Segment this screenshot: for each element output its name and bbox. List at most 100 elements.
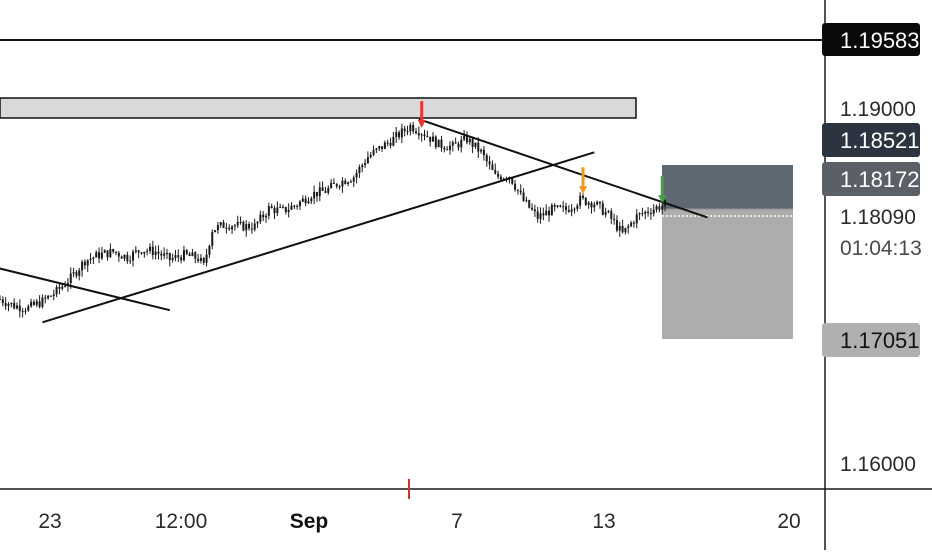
candle-body xyxy=(304,198,307,204)
candle-body xyxy=(163,253,166,256)
candle xyxy=(366,151,369,164)
candle-body xyxy=(474,142,477,147)
candle xyxy=(10,302,13,308)
candle xyxy=(151,240,154,260)
candle-body xyxy=(72,272,75,274)
signal-arrow-3[interactable] xyxy=(658,176,667,204)
candle xyxy=(75,270,78,279)
candle-body xyxy=(225,227,228,229)
signal-arrow-1[interactable] xyxy=(417,101,426,129)
time-tick-1200: 12:00 xyxy=(155,510,208,533)
candle-body xyxy=(522,192,525,201)
candle-body xyxy=(502,178,505,180)
candle xyxy=(132,249,135,267)
candle xyxy=(129,255,132,265)
candle xyxy=(191,249,194,257)
candle xyxy=(256,221,259,229)
candle-body xyxy=(64,286,67,288)
candle xyxy=(567,205,570,213)
candle xyxy=(627,223,630,234)
resistance-zone[interactable] xyxy=(0,97,637,119)
candle xyxy=(649,207,652,220)
candle-body xyxy=(233,225,236,227)
stop-loss-zone[interactable] xyxy=(662,165,793,209)
candle-body xyxy=(332,182,335,184)
candle xyxy=(372,145,375,157)
candle-body xyxy=(112,249,115,252)
candle xyxy=(327,185,330,195)
candle xyxy=(174,249,177,262)
candle-body xyxy=(273,207,276,214)
candle-body xyxy=(615,220,618,231)
candle-body xyxy=(607,211,610,213)
candle xyxy=(601,200,604,216)
candle xyxy=(182,245,185,262)
trendline-3[interactable] xyxy=(418,118,708,219)
candle xyxy=(420,132,423,142)
candle-body xyxy=(61,286,64,289)
candle-body xyxy=(593,204,596,208)
candle-body xyxy=(143,251,146,254)
candle xyxy=(214,229,217,233)
candle-body xyxy=(38,301,41,307)
candle-body xyxy=(434,136,437,148)
price-badge-1-bg xyxy=(822,23,920,56)
time-tick-23: 23 xyxy=(38,510,61,533)
candle xyxy=(103,249,106,253)
candle xyxy=(30,298,33,308)
candle-body xyxy=(132,251,135,261)
candle xyxy=(482,146,485,161)
candle xyxy=(542,207,545,221)
candle xyxy=(593,201,596,212)
candle xyxy=(480,148,483,154)
candle xyxy=(89,252,92,264)
candle-body xyxy=(287,209,290,213)
candle xyxy=(596,200,599,206)
candle-body xyxy=(115,251,118,253)
candle xyxy=(225,222,228,234)
candle xyxy=(109,243,112,259)
candle-body xyxy=(146,250,149,252)
candle-body xyxy=(310,198,313,202)
candle-body xyxy=(194,252,197,259)
candle-body xyxy=(298,201,301,207)
price-badge-4: 1.17051 xyxy=(822,323,920,357)
candle-body xyxy=(58,286,61,289)
signal-arrow-2[interactable] xyxy=(578,167,587,195)
candle-body xyxy=(649,213,652,215)
candle xyxy=(647,207,650,217)
candle xyxy=(528,199,531,209)
candle xyxy=(406,125,409,136)
candle-body xyxy=(276,207,279,214)
candle-body xyxy=(471,138,474,147)
candle-body xyxy=(468,138,471,143)
candle xyxy=(621,219,624,234)
candle-body xyxy=(431,136,434,142)
candle-body xyxy=(250,228,253,230)
candle-body xyxy=(661,205,664,210)
take-profit-zone[interactable] xyxy=(662,209,793,339)
candle xyxy=(531,203,534,211)
candle xyxy=(477,137,480,159)
candle xyxy=(242,220,245,232)
candle-body xyxy=(576,205,579,209)
price-badge-3-bg xyxy=(822,162,920,196)
candle xyxy=(21,307,24,318)
candle xyxy=(579,192,582,209)
candle xyxy=(253,218,256,232)
candle xyxy=(304,195,307,207)
trendline-1[interactable] xyxy=(0,262,171,312)
candle-body xyxy=(406,131,409,133)
candle xyxy=(431,132,434,142)
candle xyxy=(106,250,109,261)
candle-body xyxy=(358,166,361,174)
candle xyxy=(211,229,214,250)
candle-body xyxy=(0,299,1,301)
candle-body xyxy=(185,250,188,254)
candle xyxy=(604,207,607,218)
candle-body xyxy=(542,213,545,216)
trendline-2[interactable] xyxy=(42,151,595,324)
candle-body xyxy=(32,301,35,305)
candle xyxy=(347,181,350,187)
